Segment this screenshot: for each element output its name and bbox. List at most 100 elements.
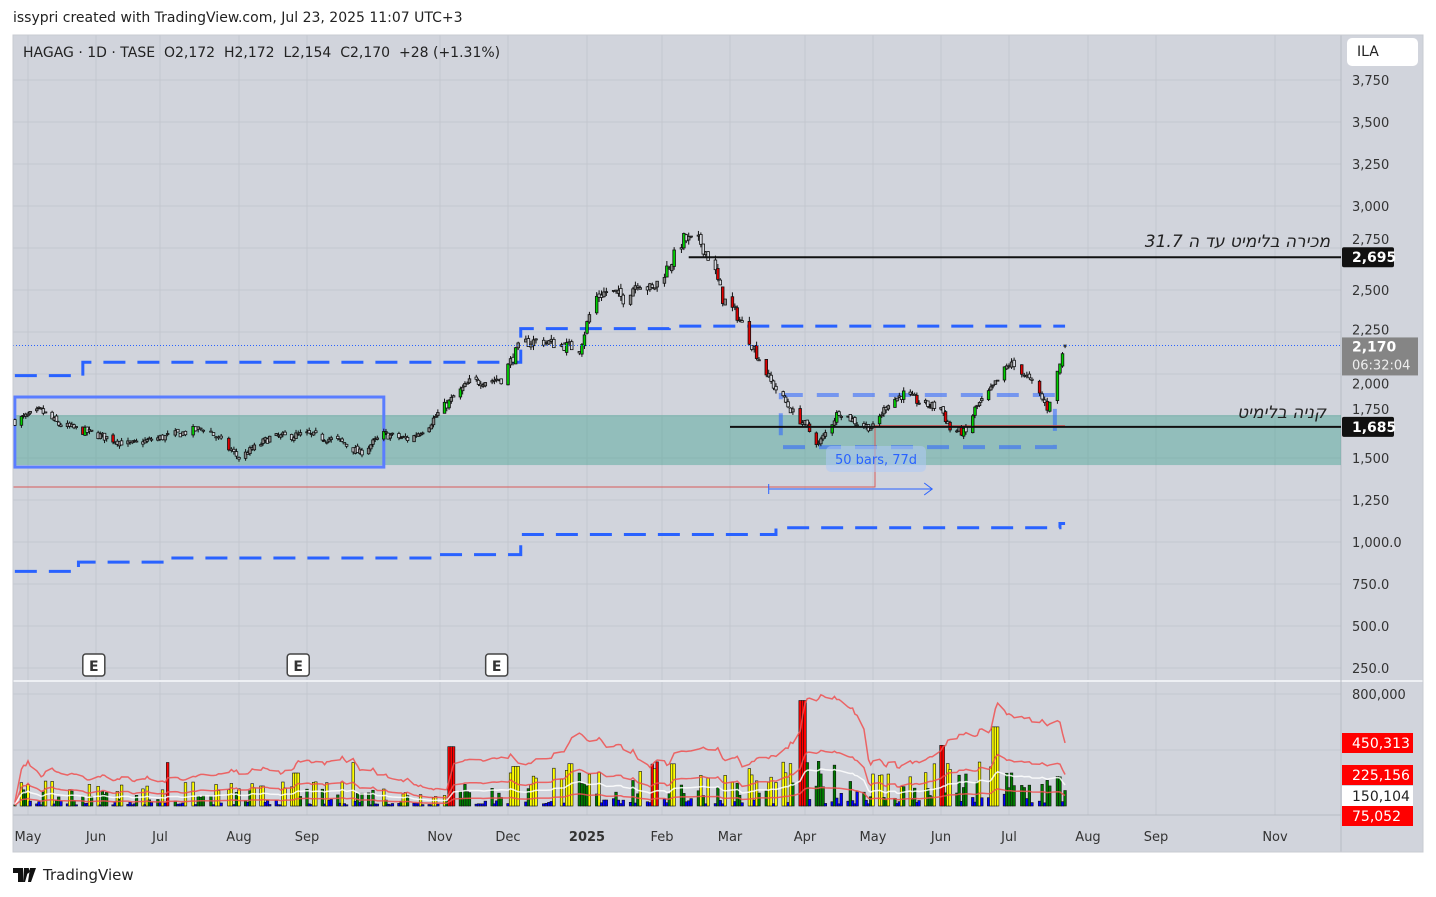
candle bbox=[369, 444, 373, 452]
candle bbox=[534, 338, 538, 344]
candle-body bbox=[13, 419, 17, 426]
candle bbox=[298, 429, 303, 437]
sell-limit-note: מכירה בלימיט עד ה 31.7 bbox=[1144, 232, 1330, 252]
volume-bar bbox=[738, 794, 742, 807]
candle-body bbox=[397, 433, 401, 439]
volume-bar bbox=[757, 792, 761, 807]
candle bbox=[638, 285, 642, 290]
candle-body bbox=[534, 338, 538, 341]
candle bbox=[259, 442, 263, 447]
candle bbox=[837, 410, 841, 417]
candle-body bbox=[839, 416, 843, 418]
candle bbox=[781, 390, 785, 398]
candle-body bbox=[547, 340, 551, 345]
volume-bar bbox=[774, 782, 778, 807]
candle-body bbox=[336, 435, 340, 439]
volume-bar bbox=[232, 804, 236, 807]
candle-body bbox=[427, 427, 431, 433]
time-tick-label: Jun bbox=[85, 830, 106, 845]
currency-button[interactable]: ILA bbox=[1347, 38, 1418, 66]
volume-bar bbox=[886, 773, 890, 807]
candle bbox=[311, 431, 316, 436]
candle bbox=[261, 437, 265, 446]
candle bbox=[823, 429, 828, 439]
candle-body bbox=[1037, 380, 1042, 394]
candle bbox=[786, 398, 790, 409]
volume-bar bbox=[227, 789, 231, 807]
earnings-label: E bbox=[492, 659, 502, 675]
candle bbox=[57, 420, 61, 427]
candle-body bbox=[721, 286, 725, 304]
candle-body bbox=[672, 249, 676, 267]
candle-body bbox=[145, 439, 149, 442]
volume-bar bbox=[268, 804, 272, 807]
volume-bar bbox=[467, 792, 472, 807]
volume-bar bbox=[305, 788, 309, 807]
candle-body bbox=[43, 411, 48, 414]
candle bbox=[163, 435, 167, 443]
volume-bar bbox=[325, 782, 329, 807]
price-tick-label: 2,750 bbox=[1352, 233, 1389, 248]
volume-bar bbox=[699, 775, 703, 807]
volume-bar bbox=[805, 762, 809, 807]
candle bbox=[449, 394, 454, 404]
candle-body bbox=[183, 430, 188, 436]
candle-body bbox=[237, 457, 241, 460]
candle-body bbox=[636, 285, 640, 288]
candle bbox=[451, 394, 456, 398]
earnings-marker[interactable]: E bbox=[82, 653, 106, 677]
candle bbox=[199, 427, 203, 431]
volume-bar bbox=[848, 781, 852, 807]
volume-bar bbox=[977, 761, 982, 807]
tradingview-logo[interactable]: TradingView bbox=[13, 866, 134, 884]
volume-band-badge-bg bbox=[1342, 786, 1413, 806]
price-axis-background bbox=[1341, 35, 1423, 852]
candle bbox=[340, 437, 344, 443]
candle bbox=[926, 400, 930, 409]
candle bbox=[774, 383, 778, 394]
candle bbox=[672, 247, 676, 270]
candle bbox=[375, 435, 380, 441]
candle bbox=[54, 414, 59, 422]
candle-body bbox=[252, 444, 257, 451]
volume-bar bbox=[559, 778, 564, 807]
candle-body bbox=[165, 433, 170, 435]
candle-body bbox=[259, 444, 263, 447]
candle bbox=[706, 251, 710, 261]
candle-body bbox=[941, 406, 945, 414]
earnings-marker[interactable]: E bbox=[484, 653, 509, 677]
candle-body bbox=[689, 235, 693, 238]
candle bbox=[665, 261, 669, 278]
time-tick-label: Sep bbox=[295, 830, 320, 845]
candle bbox=[740, 316, 744, 323]
candle bbox=[893, 396, 897, 408]
price-tick-label: 2,000 bbox=[1352, 377, 1389, 392]
candle-body bbox=[943, 411, 948, 423]
candle bbox=[314, 427, 318, 434]
candle-body bbox=[932, 401, 937, 409]
price-tick-label: 3,250 bbox=[1352, 158, 1389, 173]
candle-body bbox=[1058, 363, 1062, 374]
volume-bar bbox=[514, 766, 518, 807]
candle-body bbox=[465, 382, 469, 385]
candle-body bbox=[977, 402, 982, 407]
candle-body bbox=[298, 432, 303, 436]
candle bbox=[294, 429, 298, 439]
candle bbox=[989, 383, 993, 391]
chart-background bbox=[13, 35, 1423, 852]
volume-bar bbox=[314, 781, 318, 807]
candle-body bbox=[28, 411, 32, 414]
candle bbox=[74, 426, 78, 430]
candle bbox=[1002, 366, 1007, 383]
volume-bar bbox=[506, 803, 510, 807]
candle-body bbox=[819, 438, 823, 445]
candle bbox=[604, 287, 609, 296]
earnings-marker[interactable]: E bbox=[286, 653, 310, 677]
volume-band-badge: 75,052 bbox=[1352, 809, 1401, 825]
volume-bar bbox=[351, 762, 355, 807]
candle bbox=[476, 378, 481, 387]
candle-body bbox=[926, 400, 930, 407]
candle bbox=[320, 432, 325, 442]
volume-bar bbox=[1020, 785, 1024, 807]
